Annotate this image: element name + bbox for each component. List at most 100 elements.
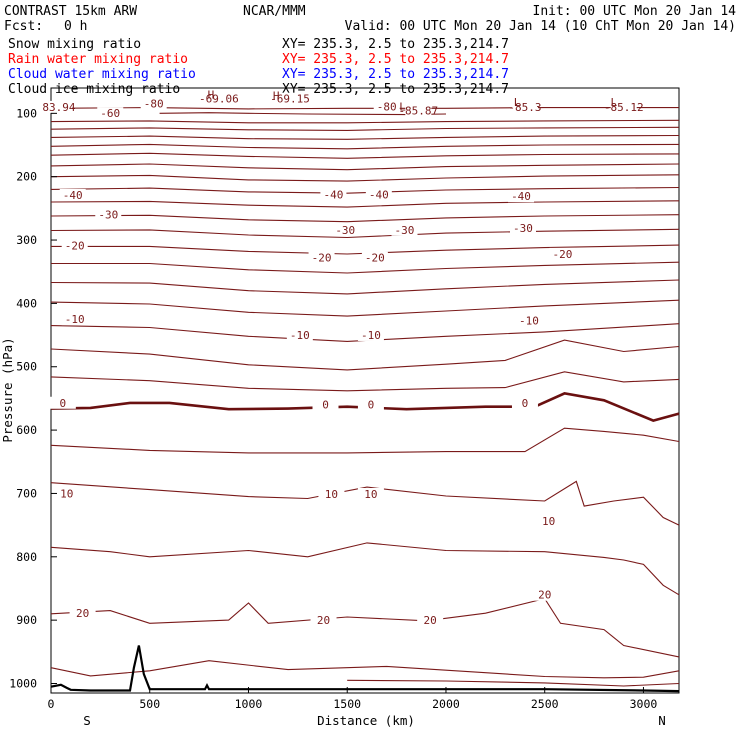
- isotherm-line: [347, 679, 680, 687]
- plot-area: -80 -80 -69.06 -69.15 -85.87 -85.3 -85.12 83.94…: [42, 87, 680, 694]
- y-axis: 100 200 300 400 500 600 700 800 900 1000: [9, 106, 57, 690]
- isotherm-line: [50, 163, 680, 171]
- label-backdrop: [535, 515, 562, 528]
- extremum-marker: H: [208, 88, 215, 101]
- contour-label: -20: [365, 252, 385, 265]
- isotherm-line: [50, 152, 680, 159]
- south-end-label: S: [83, 713, 91, 728]
- y-axis-title: Pressure (hPa): [0, 337, 15, 442]
- extremum-marker: L: [611, 96, 618, 109]
- contour-label: 20: [317, 614, 330, 627]
- terrain-surface: [50, 645, 680, 693]
- x-axis: 0 500 1000 1500 2000 2500 3000: [48, 687, 658, 711]
- label-backdrop: [549, 247, 576, 260]
- label-backdrop: [95, 208, 122, 221]
- y-tick-label: 700: [16, 486, 37, 500]
- legend-name: Cloud ice mixing ratio: [8, 82, 180, 97]
- label-backdrop: [69, 607, 96, 620]
- extremum-marker: H: [273, 90, 280, 103]
- legend-name: Snow mixing ratio: [8, 37, 141, 52]
- isotherm-line: [50, 174, 680, 182]
- surface-line: [50, 645, 680, 693]
- isotherm-line: [50, 143, 680, 150]
- contour-label: -40: [63, 189, 83, 202]
- plot-frame: [50, 87, 680, 694]
- contour-label: 10: [60, 487, 73, 500]
- label-backdrop: [511, 396, 538, 409]
- label-backdrop: [276, 92, 303, 105]
- y-tick-label: 800: [16, 550, 37, 564]
- y-tick-label: 400: [16, 296, 37, 310]
- label-backdrop: [332, 223, 359, 236]
- label-backdrop: [49, 396, 76, 409]
- contour-label: 20: [76, 607, 89, 620]
- contour-label: -85.12: [604, 101, 644, 114]
- label-backdrop: [357, 487, 384, 500]
- legend-xy: XY= 235.3, 2.5 to 235.3,214.7: [282, 82, 509, 97]
- contour-label: 10: [364, 488, 377, 501]
- label-backdrop: [53, 487, 80, 500]
- contour-label: 20: [424, 614, 437, 627]
- label-backdrop: [61, 313, 88, 326]
- isotherm-line: [50, 597, 680, 658]
- contour-label: -40: [369, 188, 389, 201]
- legend-xy: XY= 235.3, 2.5 to 235.3,214.7: [282, 37, 509, 52]
- extremum-marker: L: [514, 96, 521, 109]
- label-backdrop: [511, 100, 538, 113]
- isotherm-line: [50, 299, 680, 317]
- label-backdrop: [59, 188, 86, 201]
- label-backdrop: [357, 328, 384, 341]
- isotherm-line: [50, 134, 680, 140]
- isotherm-line: [50, 542, 680, 596]
- label-backdrop: [509, 221, 536, 234]
- isotherm-line: [50, 228, 680, 239]
- center-label: NCAR/MMM: [243, 4, 306, 19]
- y-tick-label: 1000: [9, 676, 37, 690]
- extremum-marker: L: [399, 100, 406, 113]
- contour-label: -69.06: [199, 93, 239, 106]
- contour-labels: -80 -80 -69.06 -69.15 -85.87 -85.3 -85.12 83.94…: [42, 92, 644, 627]
- label-backdrop: [61, 239, 88, 252]
- contour-label: -20: [65, 240, 85, 253]
- contour-label: -10: [519, 314, 539, 327]
- legend-xy: XY= 235.3, 2.5 to 235.3,214.7: [282, 52, 509, 67]
- label-backdrop: [361, 251, 388, 264]
- isotherm-line: [50, 660, 680, 679]
- contour-label: -80: [144, 98, 164, 111]
- y-tick-label: 200: [16, 170, 37, 184]
- isotherm-line: [50, 186, 680, 194]
- contour-label: -40: [511, 190, 531, 203]
- contour-label: 10: [542, 515, 555, 528]
- y-tick-label: 100: [16, 106, 37, 120]
- y-tick-label: 300: [16, 233, 37, 247]
- label-backdrop: [531, 588, 558, 601]
- y-tick-label: 500: [16, 360, 37, 374]
- x-tick-label: 2000: [432, 697, 460, 711]
- contour-label: -69.15: [270, 93, 310, 106]
- contour-label: -10: [65, 313, 85, 326]
- contour-label: -20: [312, 252, 332, 265]
- isotherm-line: [50, 119, 680, 124]
- contour-label: -30: [513, 222, 533, 235]
- label-backdrop: [391, 223, 418, 236]
- contour-label: 0: [368, 399, 375, 412]
- north-end-label: N: [658, 713, 666, 728]
- legend-xy: XY= 235.3, 2.5 to 235.3,214.7: [282, 67, 509, 82]
- isotherm-line: [51, 261, 680, 274]
- isotherm-line: [50, 480, 680, 526]
- fcst-label: Fcst:: [4, 19, 43, 34]
- contour-label: -40: [323, 188, 343, 201]
- x-tick-label: 1000: [235, 697, 263, 711]
- contour-label: -20: [553, 248, 573, 261]
- y-tick-label: 900: [16, 613, 37, 627]
- contour-label: 0: [522, 397, 529, 410]
- label-backdrop: [357, 398, 384, 411]
- contour-label: 83.94: [42, 101, 75, 114]
- contour-label: -85.87: [398, 105, 438, 118]
- contour-label: -10: [361, 329, 381, 342]
- contour-label: -10: [290, 329, 310, 342]
- x-tick-label: 3000: [630, 697, 658, 711]
- contour-label: -80: [377, 100, 397, 113]
- label-backdrop: [205, 92, 232, 105]
- label-backdrop: [140, 97, 167, 110]
